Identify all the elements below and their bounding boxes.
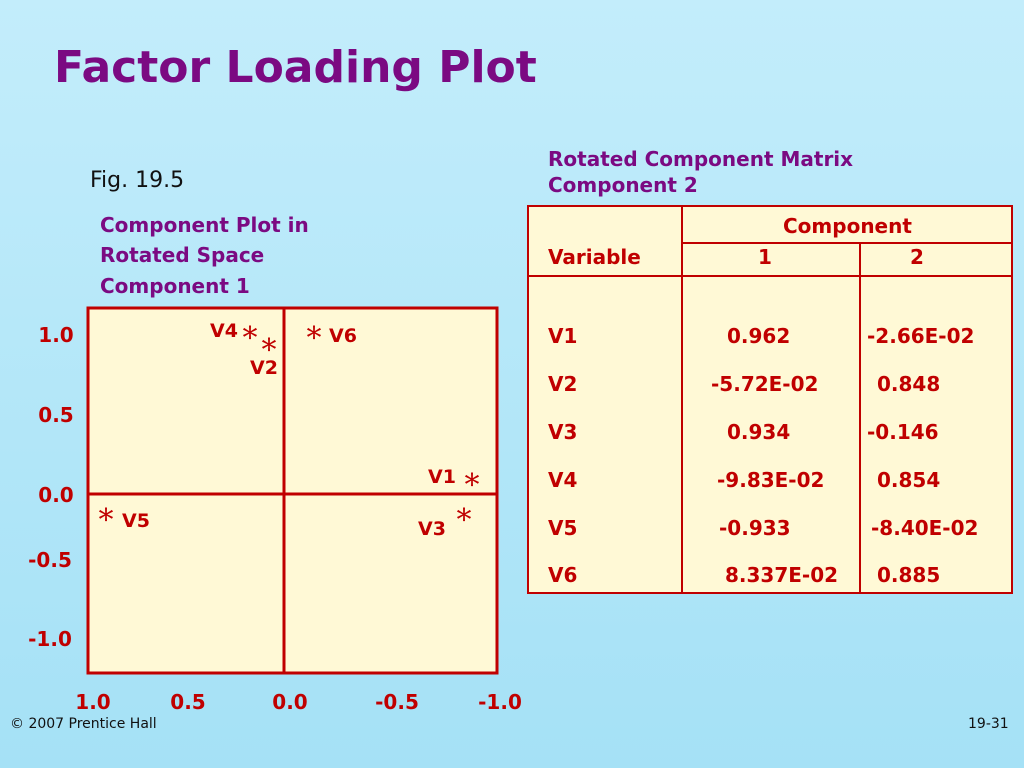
- table-cell-variable: V3: [548, 420, 578, 444]
- table-divider: [681, 207, 683, 592]
- table-cell-loading-1: 0.962: [727, 324, 791, 348]
- table-cell-loading-1: 0.934: [727, 420, 791, 444]
- point-label-v1: V1: [428, 466, 456, 488]
- point-marker-v6: *: [307, 321, 322, 356]
- column-header-variable: Variable: [548, 245, 641, 269]
- point-label-v4: V4: [210, 320, 238, 342]
- point-label-v6: V6: [329, 325, 357, 347]
- table-cell-variable: V1: [548, 324, 578, 348]
- plot-caption-line-1: Component Plot in: [100, 213, 309, 237]
- table-cell-loading-2: -0.146: [867, 420, 939, 444]
- table-caption-line-1: Rotated Component Matrix: [548, 147, 854, 171]
- plot-area: [86, 306, 499, 675]
- x-tick-label: 1.0: [75, 690, 110, 714]
- plot-caption-line-2: Rotated Space: [100, 243, 265, 267]
- y-tick-label: 0.5: [38, 403, 73, 427]
- point-marker-v1: *: [465, 468, 480, 503]
- rotated-component-matrix: Component Variable 1 2 V1 0.962 -2.66E-0…: [527, 205, 1013, 594]
- x-tick-label: 0.5: [170, 690, 205, 714]
- table-cell-loading-2: 0.885: [877, 563, 941, 587]
- point-label-v2: V2: [250, 357, 278, 379]
- figure-label: Fig. 19.5: [90, 168, 185, 193]
- table-caption-line-2: Component 2: [548, 173, 698, 197]
- table-cell-loading-1: 8.337E-02: [725, 563, 839, 587]
- table-cell-loading-1: -9.83E-02: [717, 468, 825, 492]
- x-tick-label: -1.0: [478, 690, 522, 714]
- table-divider: [529, 275, 1011, 277]
- table-divider: [859, 242, 861, 594]
- point-marker-v4: *: [243, 321, 258, 356]
- table-cell-loading-2: 0.854: [877, 468, 941, 492]
- point-marker-v5: *: [99, 503, 114, 538]
- table-cell-variable: V6: [548, 563, 578, 587]
- slide-title: Factor Loading Plot: [54, 42, 537, 93]
- point-marker-v2: *: [262, 333, 277, 368]
- point-marker-v3: *: [457, 503, 472, 538]
- slide-number: 19-31: [968, 716, 1009, 732]
- table-cell-loading-1: -0.933: [719, 516, 791, 540]
- y-tick-label: -1.0: [28, 627, 72, 651]
- table-cell-loading-1: -5.72E-02: [711, 372, 819, 396]
- group-header-component: Component: [783, 214, 912, 238]
- y-tick-label: 0.0: [38, 483, 73, 507]
- column-header-2: 2: [910, 245, 924, 269]
- table-cell-loading-2: -8.40E-02: [871, 516, 979, 540]
- table-cell-loading-2: 0.848: [877, 372, 941, 396]
- x-tick-label: 0.0: [272, 690, 307, 714]
- point-label-v3: V3: [418, 518, 446, 540]
- table-divider: [681, 242, 1011, 244]
- x-tick-label: -0.5: [375, 690, 419, 714]
- table-cell-variable: V2: [548, 372, 578, 396]
- copyright-text: © 2007 Prentice Hall: [10, 716, 157, 732]
- component-plot: 1.0 0.5 0.0 -0.5 -1.0 1.0 0.5 0.0 -0.5 -…: [28, 306, 522, 714]
- table-cell-loading-2: -2.66E-02: [867, 324, 975, 348]
- point-label-v5: V5: [122, 510, 150, 532]
- column-header-1: 1: [758, 245, 772, 269]
- table-cell-variable: V5: [548, 516, 578, 540]
- table-cell-variable: V4: [548, 468, 578, 492]
- y-tick-label: 1.0: [38, 323, 73, 347]
- y-tick-label: -0.5: [28, 548, 72, 572]
- plot-caption-line-3: Component 1: [100, 274, 250, 298]
